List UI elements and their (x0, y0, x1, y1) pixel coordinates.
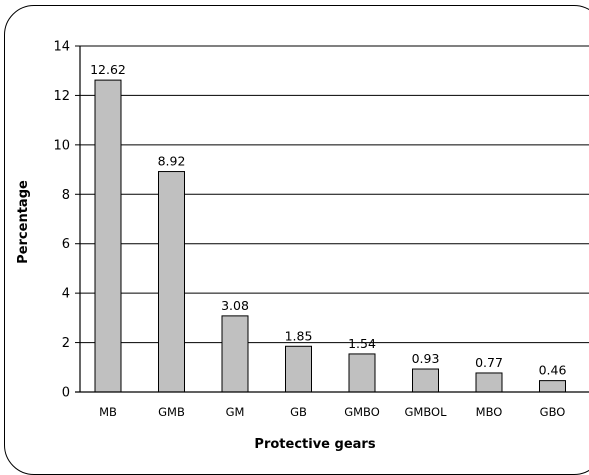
x-tick-label: MBO (476, 405, 503, 419)
y-tick-label: 14 (53, 40, 70, 55)
data-label: 0.93 (412, 351, 440, 366)
axes (75, 45, 589, 393)
bar (285, 345, 312, 393)
y-axis-title: Percentage (16, 180, 31, 264)
bar (539, 380, 566, 393)
bar (475, 372, 503, 393)
y-tick-label: 6 (62, 237, 70, 252)
x-tick-label: GMBOL (405, 405, 448, 419)
x-tick-label: GMBO (344, 405, 380, 419)
bar (94, 79, 122, 393)
bar (158, 171, 185, 393)
bars (94, 79, 566, 393)
x-tick-label: GBO (540, 405, 566, 419)
bar (348, 353, 376, 393)
data-label: 8.92 (158, 154, 186, 169)
data-labels: 12.62 8.92 3.08 1.85 1.54 0.93 0.77 0.46 (90, 62, 566, 378)
x-tick-label: GMB (158, 405, 185, 419)
x-tick-labels: MB GMB GM GB GMBO GMBOL MBO GBO (99, 405, 565, 419)
bar (221, 315, 249, 393)
data-label: 0.77 (475, 355, 503, 370)
x-tick-label: MB (99, 405, 117, 419)
data-label: 1.85 (285, 328, 313, 343)
x-axis-title: Protective gears (254, 437, 375, 452)
x-tick-label: GM (226, 405, 245, 419)
data-label: 3.08 (221, 298, 249, 313)
gridlines (80, 45, 589, 344)
data-label: 12.62 (90, 62, 126, 77)
y-tick-label: 10 (53, 138, 70, 153)
data-label: 1.54 (348, 336, 376, 351)
bar-chart: 0 2 4 6 8 10 12 14 MB GMB GM GB GMBO GMBOL MBO GBO 12.… (16, 40, 589, 452)
y-tick-label: 8 (62, 188, 70, 203)
y-tick-label: 12 (53, 89, 70, 104)
bar (412, 368, 439, 393)
data-label: 0.46 (539, 363, 567, 378)
y-tick-label: 4 (62, 287, 70, 302)
y-tick-label: 0 (62, 386, 70, 401)
y-tick-labels: 0 2 4 6 8 10 12 14 (53, 40, 70, 401)
x-tick-label: GB (290, 405, 307, 419)
y-tick-label: 2 (62, 336, 70, 351)
